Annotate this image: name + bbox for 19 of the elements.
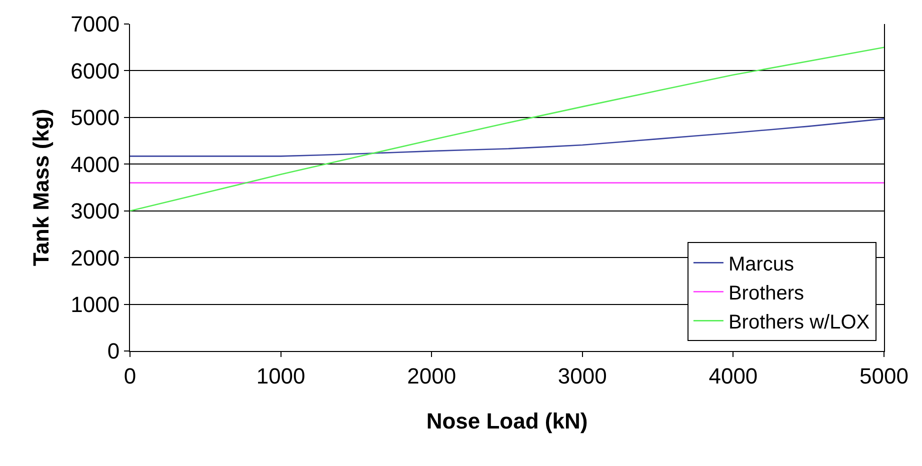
- y-axis-title: Tank Mass (kg): [28, 108, 54, 266]
- legend-label: Marcus: [728, 253, 794, 276]
- x-tick-label: 3000: [558, 363, 607, 388]
- x-tick-label: 5000: [860, 363, 908, 388]
- y-tick-label: 6000: [70, 58, 120, 84]
- x-tick-label: 1000: [256, 363, 306, 388]
- y-tick-label: 7000: [70, 12, 120, 37]
- y-tick-label: 2000: [70, 245, 120, 270]
- x-tick-label: 0: [124, 363, 136, 388]
- legend-label: Brothers: [728, 282, 804, 304]
- y-tick-label: 5000: [70, 105, 120, 130]
- y-tick-label: 0: [107, 338, 120, 364]
- x-tick-label: 4000: [708, 363, 758, 388]
- y-tick-label: 4000: [70, 152, 120, 177]
- x-tick-label: 2000: [407, 363, 456, 388]
- y-tick-label: 1000: [70, 292, 120, 317]
- y-tick-label: 3000: [70, 198, 120, 224]
- legend-label: Brothers w/LOX: [728, 311, 870, 334]
- x-axis-title: Nose Load (kN): [426, 408, 588, 434]
